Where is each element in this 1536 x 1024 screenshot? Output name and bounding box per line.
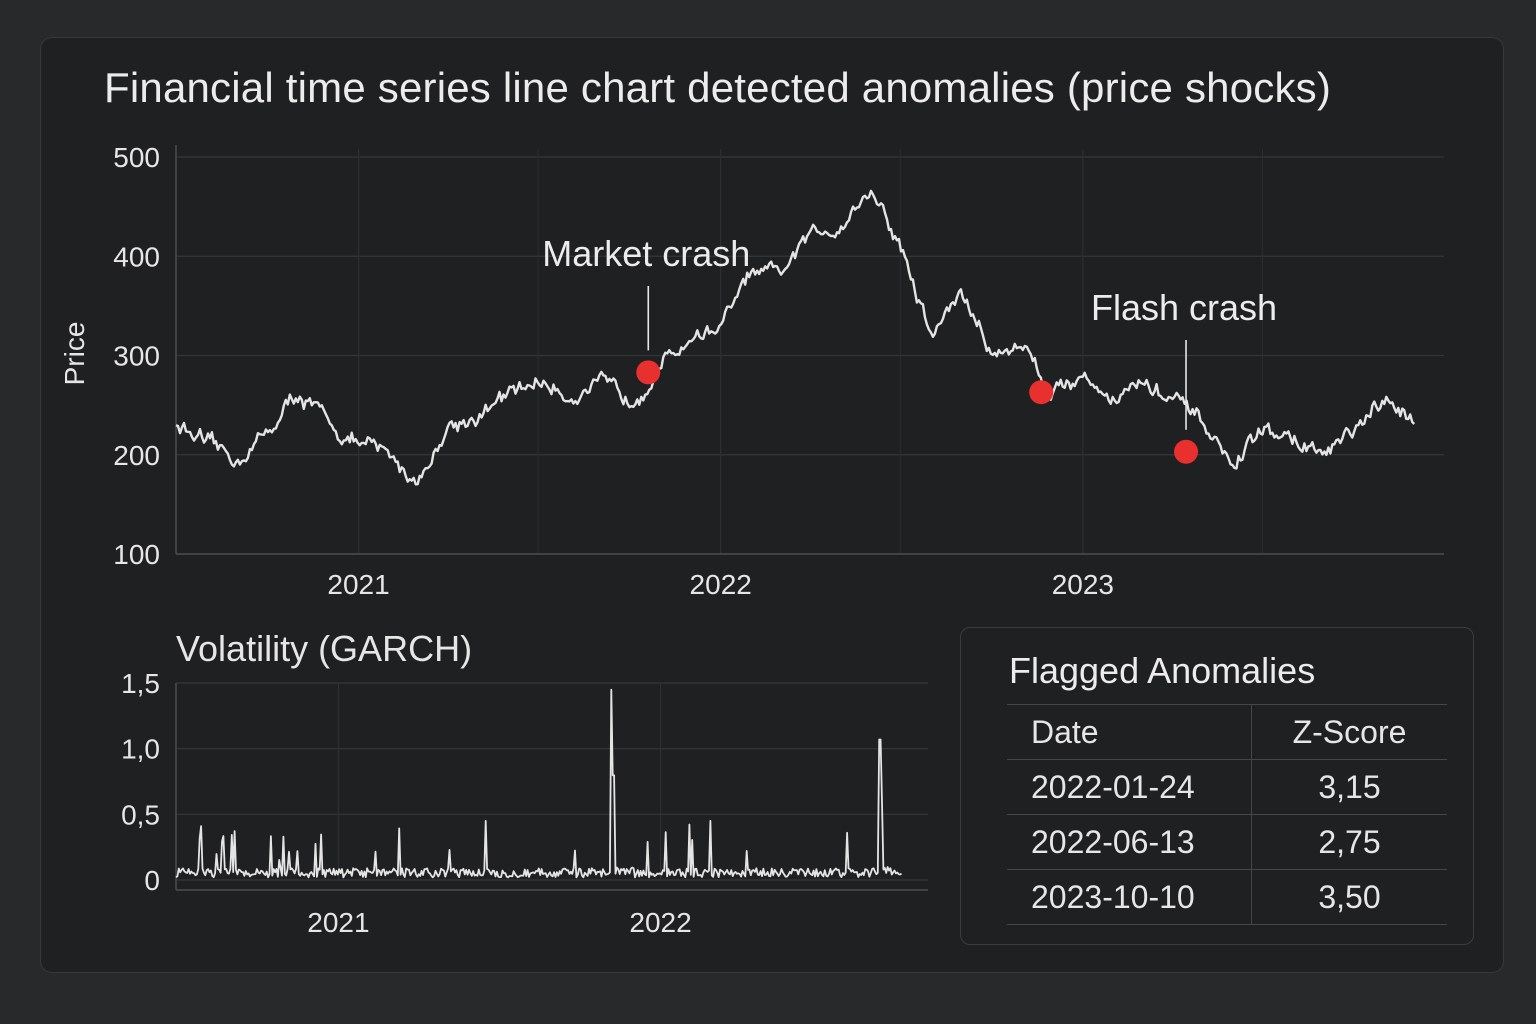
x-tick-label: 2022 [690,569,752,600]
y-tick-label: 300 [113,341,160,372]
y-tick-label: 500 [113,142,160,173]
cell-date: 2023-10-10 [1007,869,1252,925]
price-y-axis-label: Price [59,322,90,386]
price-anomaly-markers [636,360,1199,464]
price-grid [175,149,1444,555]
chart-title: Financial time series line chart detecte… [104,64,1332,111]
flagged-anomalies-table: Date Z-Score 2022-01-24 3,15 2022-06-13 … [1007,704,1447,925]
annotation-label: Flash crash [1091,287,1277,328]
price-chart: 500 400 300 200 100 2021 2022 2023 Price Market… [59,142,1444,600]
price-annotations: Market crash Flash crash [542,233,1277,430]
anomaly-marker [1029,380,1054,405]
flagged-anomalies-panel: Flagged Anomalies Date Z-Score 2022-01-2… [960,627,1474,945]
column-header-date: Date [1007,704,1252,760]
price-series-line [175,189,1416,486]
cell-date: 2022-06-13 [1007,814,1252,870]
x-tick-label: 2023 [1052,569,1114,600]
column-header-z-score: Z-Score [1251,704,1447,760]
cell-z-score: 2,75 [1251,814,1447,870]
table-header-row: Date Z-Score [1007,704,1447,760]
x-tick-label: 2021 [327,569,389,600]
table-row: 2023-10-10 3,50 [1007,869,1447,925]
y-tick-label: 200 [113,440,160,471]
y-tick-label: 400 [113,241,160,272]
price-axes [175,145,1444,555]
price-tick-labels: 500 400 300 200 100 2021 2022 2023 [113,142,1114,600]
table-row: 2022-01-24 3,15 [1007,759,1447,815]
anomaly-marker [636,360,661,385]
anomaly-marker [1174,439,1199,464]
volatility-title: Volatility (GARCH) [176,628,473,669]
flagged-anomalies-title: Flagged Anomalies [1009,650,1316,691]
annotation-label: Market crash [542,233,750,274]
cell-date: 2022-01-24 [1007,759,1252,815]
table-row: 2022-06-13 2,75 [1007,814,1447,870]
y-tick-label: 100 [113,539,160,570]
cell-z-score: 3,15 [1251,759,1447,815]
cell-z-score: 3,50 [1251,869,1447,925]
